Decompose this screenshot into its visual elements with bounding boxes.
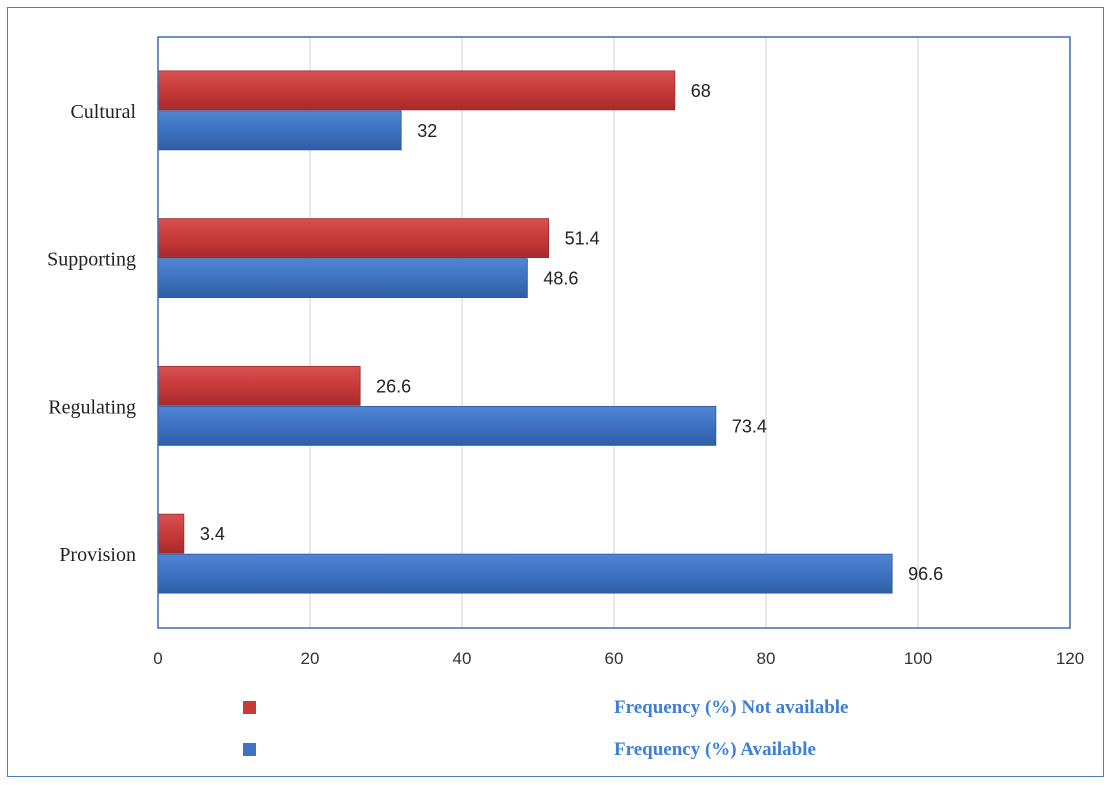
x-tick-label: 20 <box>301 649 320 668</box>
x-tick-label: 80 <box>757 649 776 668</box>
labels: 0 20 40 60 80 100 120 Cultural 68 32 Supporting 51.… <box>47 81 1084 668</box>
bar-available <box>157 110 402 151</box>
category-label: Cultural <box>70 101 136 123</box>
data-label: 96.6 <box>908 564 943 584</box>
category-label: Supporting <box>47 249 136 271</box>
x-tick-label: 40 <box>453 649 472 668</box>
data-label: 68 <box>691 81 711 101</box>
bar-not-available <box>157 70 676 111</box>
x-tick-label: 0 <box>153 649 162 668</box>
data-label: 48.6 <box>543 269 578 289</box>
category-label: Regulating <box>48 396 136 418</box>
x-tick-label: 120 <box>1056 649 1084 668</box>
plot-area-border <box>157 36 1071 629</box>
x-tick-label: 60 <box>605 649 624 668</box>
axes <box>157 36 1071 629</box>
x-tick-label: 100 <box>904 649 932 668</box>
legend: Frequency (%) Not available Frequency (%)… <box>243 697 849 760</box>
legend-label-not-available: Frequency (%) Not available <box>614 697 849 718</box>
legend-label-available: Frequency (%) Available <box>614 739 816 760</box>
legend-swatch-not-available <box>243 701 256 714</box>
category-label: Provision <box>59 544 136 566</box>
bar-available <box>157 405 717 446</box>
bar-available <box>157 258 528 299</box>
bar-not-available <box>157 218 550 259</box>
bar-not-available <box>157 513 185 554</box>
data-label: 51.4 <box>565 229 600 249</box>
bar-not-available <box>157 365 361 406</box>
data-label: 26.6 <box>376 376 411 396</box>
legend-swatch-available <box>243 743 256 756</box>
chart-frame <box>7 7 1104 777</box>
bars <box>157 70 893 594</box>
bar-available <box>157 553 893 594</box>
data-label: 32 <box>417 121 437 141</box>
data-label: 73.4 <box>732 416 767 436</box>
data-label: 3.4 <box>200 524 225 544</box>
